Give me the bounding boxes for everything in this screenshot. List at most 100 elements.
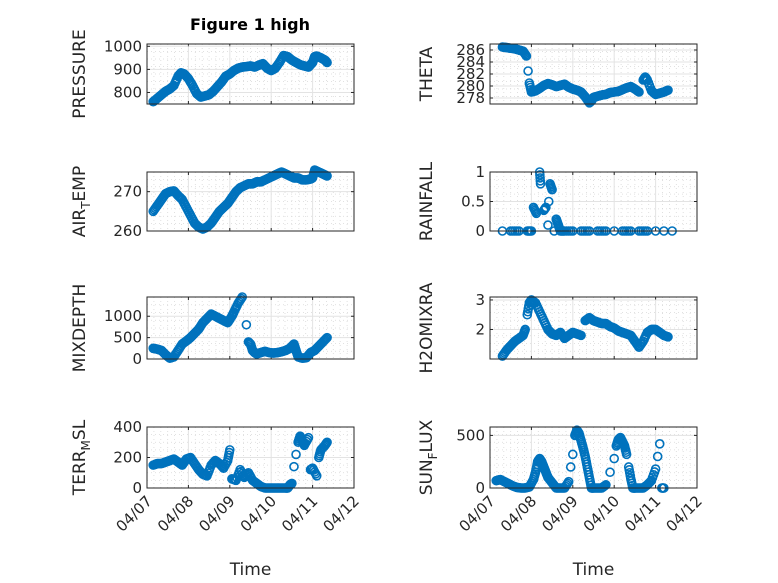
data-point	[621, 449, 632, 460]
x-tick-label: 04/10	[237, 492, 280, 535]
subplot-terr_msl: 0 200 400 TERRMSL 04/0704/0804/0904/1004/110…	[70, 418, 363, 580]
subplot-mixdepth: 0 500 1000 MIXDEPTH	[70, 284, 355, 373]
subplot-sun_flux: 0 500 SUNFLUX 04/0704/0804/0904/1004/1104/1…	[417, 419, 706, 580]
y-tick-label: 3	[475, 291, 485, 309]
y-tick-label: 500	[113, 329, 142, 347]
data-point	[654, 439, 665, 449]
x-tick-label: 04/10	[580, 492, 623, 535]
subplot-pressure: 800 900 1000 PRESSURE	[70, 29, 355, 119]
data-point	[287, 478, 297, 489]
y-tick-label: 1	[475, 163, 485, 181]
y-tick-label: 284	[456, 53, 485, 71]
y-tick-label: 270	[113, 183, 142, 201]
x-tick-label: 04/08	[154, 492, 197, 535]
y-tick-label: 0	[132, 350, 142, 368]
subplot-rainfall: 0 0.5 1 RAINFALL	[417, 161, 698, 241]
x-tick-label: 04/08	[497, 492, 540, 535]
y-axis-label: THETA	[417, 46, 437, 102]
data-point	[322, 437, 332, 448]
scatter-series	[148, 292, 332, 363]
y-axis-label: AIRTEMP	[70, 166, 93, 237]
y-tick-label: 400	[113, 418, 142, 436]
scatter-series	[148, 50, 332, 107]
data-point	[321, 333, 331, 344]
y-tick-label: 0.5	[461, 193, 485, 211]
axes-box	[146, 296, 355, 360]
y-tick-label: 900	[113, 60, 142, 78]
subplot-air_temp: 260 270 AIRTEMP	[70, 165, 355, 240]
y-axis-label: MIXDEPTH	[70, 284, 90, 373]
y-axis-label: PRESSURE	[70, 29, 90, 118]
y-axis-label: H2OMIXRA	[417, 282, 437, 373]
data-point	[644, 477, 655, 488]
y-tick-label: 200	[113, 449, 142, 467]
data-point	[520, 324, 530, 335]
data-point	[563, 476, 574, 487]
y-tick-label: 280	[456, 77, 485, 95]
data-point	[535, 179, 546, 189]
data-point	[535, 173, 545, 183]
scatter-series	[148, 431, 332, 493]
data-point	[303, 432, 314, 443]
data-point	[663, 85, 673, 95]
data-point	[543, 196, 554, 207]
scatter-series	[148, 165, 332, 234]
data-point	[535, 176, 546, 186]
axes-box	[146, 426, 355, 489]
axes-box	[489, 43, 698, 105]
data-point	[547, 184, 557, 195]
data-point	[543, 220, 553, 230]
data-point	[523, 66, 533, 76]
x-axis-label: Time	[572, 560, 615, 580]
x-tick-label: 04/12	[320, 492, 363, 535]
data-point	[320, 334, 330, 345]
y-tick-label: 0	[132, 479, 142, 497]
y-tick-label: 1000	[104, 37, 142, 55]
data-point	[634, 87, 644, 97]
y-tick-label: 800	[113, 83, 142, 101]
y-tick-label: 1000	[104, 307, 142, 325]
axes-box	[146, 43, 355, 105]
data-point	[521, 51, 532, 61]
scatter-series	[491, 425, 669, 493]
x-tick-label: 04/07	[456, 492, 499, 535]
data-point	[576, 330, 586, 341]
data-point	[565, 462, 576, 472]
subplot-h2omixra: 2 3 H2OMIXRA	[417, 282, 698, 374]
data-point	[322, 332, 332, 343]
data-point	[609, 453, 620, 464]
data-point	[650, 464, 661, 474]
axes-box	[489, 296, 698, 360]
data-point	[291, 449, 301, 460]
y-tick-label: 282	[456, 65, 485, 83]
data-point	[567, 449, 578, 460]
y-axis-label: TERRMSL	[70, 419, 93, 496]
data-point	[322, 57, 332, 68]
data-point	[311, 470, 322, 481]
data-point	[605, 467, 615, 478]
y-tick-label: 278	[456, 89, 485, 107]
x-tick-label: 04/11	[621, 492, 664, 535]
x-axis-label: Time	[229, 560, 272, 580]
y-tick-label: 500	[456, 426, 485, 444]
data-point	[663, 332, 673, 342]
x-tick-label: 04/09	[538, 492, 581, 535]
y-tick-label: 2	[475, 320, 485, 338]
y-axis-label: RAINFALL	[417, 161, 437, 241]
y-tick-label: 0	[475, 479, 485, 497]
axes-box	[489, 171, 698, 232]
x-tick-label: 04/09	[195, 492, 238, 535]
data-point	[225, 445, 235, 455]
figure-title: Figure 1 high	[190, 15, 310, 34]
y-tick-label: 0	[475, 222, 485, 240]
scatter-series	[497, 295, 673, 361]
y-tick-label: 286	[456, 41, 485, 59]
x-tick-label: 04/12	[663, 492, 706, 535]
x-tick-label: 04/11	[278, 492, 321, 535]
data-point	[535, 170, 545, 180]
scatter-series	[497, 42, 673, 108]
data-point	[652, 451, 663, 462]
